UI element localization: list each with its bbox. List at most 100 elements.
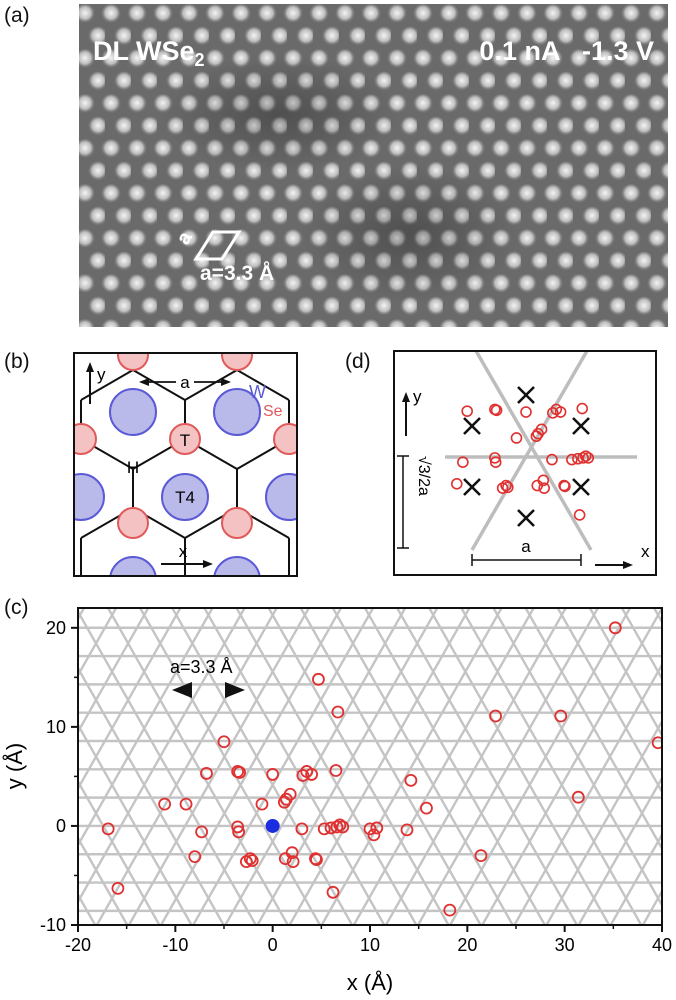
- w-legend-label: W: [249, 382, 266, 402]
- grid-line: [299, 608, 482, 925]
- y-tick-label: -10: [40, 915, 66, 935]
- data-point: [245, 854, 259, 868]
- d-data-point: [510, 432, 523, 444]
- d-data-point: [489, 452, 501, 464]
- se-atom: [73, 423, 97, 455]
- grid-line: [159, 608, 343, 925]
- triangular-grid: [0, 598, 662, 975]
- grid-line: [524, 608, 662, 851]
- d-data-point: [577, 452, 589, 464]
- data-point: [331, 705, 345, 719]
- data-point: [296, 769, 310, 782]
- grid-line: [203, 608, 386, 925]
- grid-line: [577, 775, 662, 925]
- height-label: √3/2a: [415, 456, 432, 496]
- w-atom: [265, 473, 298, 521]
- w-atom: [73, 473, 105, 521]
- w-atoms: [73, 388, 298, 577]
- d-data-point: [537, 474, 550, 487]
- grid-line: [78, 779, 161, 925]
- spacing-arrow-left-head: [139, 378, 149, 386]
- panel-c-label: (c): [4, 596, 29, 619]
- d-x-axis-label: x: [641, 542, 650, 561]
- grid-line: [127, 608, 311, 925]
- grid-line: [384, 608, 568, 925]
- d-data-point: [535, 423, 548, 436]
- panel-a-label: (a): [4, 4, 30, 27]
- grid-line: [480, 608, 662, 925]
- data-point: [400, 823, 414, 837]
- d-y-arrow-head: [402, 392, 410, 402]
- se-atom: [117, 507, 149, 539]
- grid-line: [448, 608, 632, 925]
- panel-d-frame: [393, 350, 657, 576]
- data-point: [474, 849, 488, 863]
- data-point: [283, 787, 297, 801]
- d-data-point: [566, 453, 578, 466]
- x-tick-label: 0: [268, 935, 278, 955]
- data-point: [330, 820, 344, 834]
- annotation-arrow-right: [225, 682, 245, 698]
- data-point: [608, 621, 622, 635]
- grid-line: [0, 598, 187, 975]
- data-point: [217, 735, 231, 749]
- grid-line: [78, 608, 246, 905]
- grid-line: [138, 608, 322, 925]
- w-atom: [213, 388, 261, 436]
- d-y-axis-label: y: [413, 387, 422, 406]
- hollow-site-cross: [463, 417, 481, 435]
- data-point: [200, 767, 213, 780]
- grid-line: [395, 608, 579, 925]
- site-t4-label: T4: [175, 488, 195, 507]
- unit-cell-outline: [193, 230, 242, 261]
- se-atom: [117, 352, 149, 371]
- se-legend-label: Se: [263, 403, 283, 420]
- d-data-point: [559, 480, 571, 493]
- center-point: [265, 818, 280, 833]
- data-point: [285, 846, 299, 860]
- se-atom: [221, 352, 253, 371]
- lattice-annotation: a=3.3 Å: [170, 657, 233, 677]
- y-axis-title: y (Å): [2, 743, 27, 789]
- grid-line: [363, 608, 547, 925]
- y-tick-label: 20: [46, 618, 66, 638]
- data-point: [188, 850, 202, 864]
- d-data-point: [489, 456, 502, 468]
- hollow-site-cross: [517, 386, 535, 404]
- hollow-site-cross: [572, 478, 590, 496]
- data-point: [243, 852, 257, 866]
- stm-image: DL WSe2 0.1 nA -1.3 V a a=3.3 Å: [79, 4, 668, 327]
- x-tick-label: -20: [65, 935, 91, 955]
- d-data-point: [490, 404, 503, 417]
- data-point: [255, 797, 269, 811]
- w-atom: [213, 556, 261, 577]
- d-data-point: [500, 479, 512, 492]
- grid-line: [106, 608, 290, 925]
- site-distribution-schematic: y √3/2a a x: [393, 350, 657, 576]
- data-point: [231, 820, 245, 834]
- se-atom: [169, 423, 201, 455]
- data-point: [305, 768, 319, 781]
- w-atom: [109, 556, 157, 577]
- data-point: [326, 885, 340, 899]
- d-data-point: [582, 452, 595, 464]
- panel-b-label: (b): [4, 350, 30, 373]
- y-tick-label: 10: [46, 717, 66, 737]
- data-points: [101, 621, 662, 917]
- grid-line: [331, 608, 515, 925]
- grid-line: [170, 608, 354, 925]
- data-point: [158, 797, 172, 811]
- grid-line: [78, 665, 226, 925]
- grid-line: [556, 608, 662, 795]
- x-tick-label: 30: [555, 935, 575, 955]
- symmetry-lines: [445, 351, 637, 551]
- d-data-point: [554, 406, 567, 418]
- data-point: [266, 768, 280, 781]
- x-site-markers: [463, 386, 590, 527]
- grid-line: [459, 608, 643, 925]
- panel-d-label: (d): [345, 350, 371, 373]
- grid-line: [545, 719, 662, 925]
- d-data-point: [576, 402, 589, 415]
- data-point: [232, 825, 246, 839]
